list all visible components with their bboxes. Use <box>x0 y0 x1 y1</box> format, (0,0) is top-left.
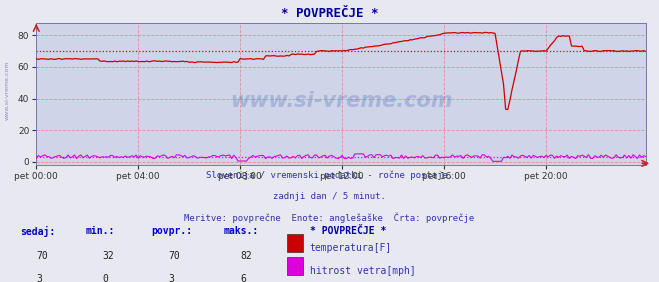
Text: * POVPREČJE *: * POVPREČJE * <box>310 226 386 235</box>
Text: povpr.:: povpr.: <box>152 226 192 235</box>
Text: temperatura[F]: temperatura[F] <box>310 243 392 253</box>
Text: www.si-vreme.com: www.si-vreme.com <box>5 61 10 120</box>
Text: zadnji dan / 5 minut.: zadnji dan / 5 minut. <box>273 192 386 201</box>
Text: * POVPREČJE *: * POVPREČJE * <box>281 7 378 20</box>
Text: sedaj:: sedaj: <box>20 226 55 237</box>
Text: www.si-vreme.com: www.si-vreme.com <box>230 91 452 111</box>
Text: min.:: min.: <box>86 226 115 235</box>
Text: 3: 3 <box>36 274 42 282</box>
Text: 70: 70 <box>168 251 180 261</box>
Text: hitrost vetra[mph]: hitrost vetra[mph] <box>310 266 415 276</box>
Text: Meritve: povprečne  Enote: anglešaške  Črta: povprečje: Meritve: povprečne Enote: anglešaške Črt… <box>185 213 474 223</box>
Text: 82: 82 <box>241 251 252 261</box>
Text: Slovenija / vremenski podatki - ročne postaje.: Slovenija / vremenski podatki - ročne po… <box>206 171 453 180</box>
Text: 6: 6 <box>241 274 246 282</box>
Text: 32: 32 <box>102 251 114 261</box>
Text: maks.:: maks.: <box>224 226 259 235</box>
Text: 70: 70 <box>36 251 48 261</box>
Text: 3: 3 <box>168 274 174 282</box>
Text: 0: 0 <box>102 274 108 282</box>
